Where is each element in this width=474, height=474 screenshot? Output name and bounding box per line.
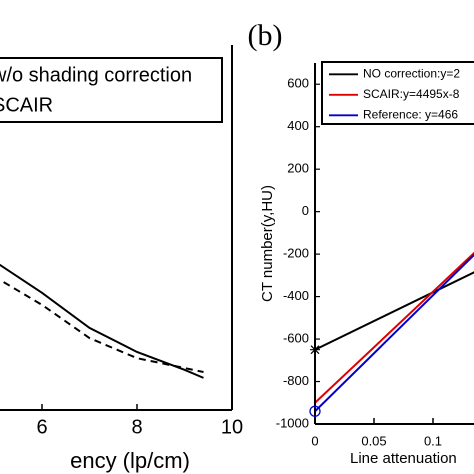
y-tick-label: 200 — [287, 161, 309, 176]
legend-label: NO correction:y=2 — [363, 66, 460, 80]
x-tick-label: 10 — [221, 416, 243, 438]
series-line — [0, 278, 204, 374]
plot-area — [0, 263, 204, 379]
y-tick-label: -600 — [283, 330, 309, 345]
series-line — [315, 253, 474, 412]
y-tick-label: -800 — [283, 373, 309, 388]
x-tick-label: 8 — [131, 416, 142, 438]
y-tick-label: 0 — [302, 203, 309, 218]
y-tick-label: 400 — [287, 118, 309, 133]
x-axis-label: ency (lp/cm) — [70, 448, 190, 473]
legend-label: Reference: y=466 — [363, 107, 458, 121]
x-axis-label: Line attenuation — [350, 450, 457, 467]
legend-label: w/o shading correction — [0, 64, 192, 86]
legend-label: SCAIR — [0, 94, 53, 116]
x-tick-label: 0.1 — [424, 433, 442, 448]
panel-label: (b) — [248, 19, 283, 52]
y-tick-label: -400 — [283, 288, 309, 303]
y-tick-label: 600 — [287, 76, 309, 91]
x-tick-label: 0.05 — [361, 433, 386, 448]
series-line — [0, 263, 204, 379]
marker — [309, 405, 321, 417]
series-line — [315, 251, 474, 404]
legend-box — [321, 61, 474, 125]
y-tick-label: -1000 — [276, 415, 309, 430]
plot-area — [315, 251, 474, 412]
y-axis-label: CT number(y,HU) — [259, 185, 276, 302]
legend-box — [0, 57, 223, 123]
y-tick-label: -200 — [283, 246, 309, 261]
x-tick-label: 0 — [311, 433, 318, 448]
marker — [310, 344, 320, 355]
x-tick-label: 6 — [36, 416, 47, 438]
legend-label: SCAIR:y=4495x-8 — [363, 87, 460, 101]
